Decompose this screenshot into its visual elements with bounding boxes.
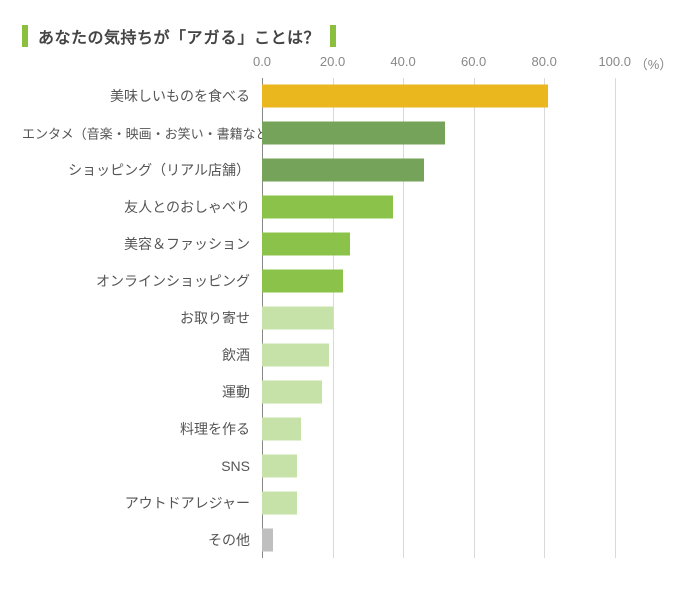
title-emph: アガる bbox=[187, 30, 238, 47]
title-row: あなたの気持ちが「アガる」ことは？ bbox=[22, 24, 650, 48]
bar-row: 友人とのおしゃべり bbox=[262, 189, 650, 225]
bar-label: エンタメ（音楽・映画・お笑い・書籍など） bbox=[22, 124, 262, 143]
bar-row: エンタメ（音楽・映画・お笑い・書籍など） bbox=[262, 115, 650, 151]
bar-row: お取り寄せ bbox=[262, 300, 650, 336]
chart-title: あなたの気持ちが「アガる」ことは？ bbox=[38, 24, 320, 48]
bar bbox=[262, 196, 393, 219]
bar-row: 美味しいものを食べる bbox=[262, 78, 650, 114]
bar bbox=[262, 529, 273, 552]
bar-label: 飲酒 bbox=[22, 345, 262, 365]
bar-label: アウトドアレジャー bbox=[22, 493, 262, 513]
bar-label: その他 bbox=[22, 530, 262, 550]
bar-row: 料理を作る bbox=[262, 411, 650, 447]
bar bbox=[262, 307, 333, 330]
x-axis-unit: （%） bbox=[635, 54, 673, 73]
bar-row: ショッピング（リアル店舗） bbox=[262, 152, 650, 188]
title-accent-bar-right bbox=[330, 25, 336, 47]
bar bbox=[262, 122, 445, 145]
bar bbox=[262, 270, 343, 293]
title-accent-bar-left bbox=[22, 25, 28, 47]
bar bbox=[262, 381, 322, 404]
bar-row: SNS bbox=[262, 448, 650, 484]
x-tick-label: 40.0 bbox=[390, 54, 415, 69]
bar bbox=[262, 455, 297, 478]
x-axis: 0.020.040.060.080.0100.0（%） bbox=[262, 54, 650, 78]
bar-row: その他 bbox=[262, 522, 650, 558]
bar bbox=[262, 344, 329, 367]
chart-card: あなたの気持ちが「アガる」ことは？ 0.020.040.060.080.0100… bbox=[0, 0, 680, 597]
title-prefix: あなたの気持ちが「 bbox=[38, 30, 187, 47]
bar-label: 美容＆ファッション bbox=[22, 234, 262, 254]
x-tick-label: 0.0 bbox=[253, 54, 271, 69]
bar-row: アウトドアレジャー bbox=[262, 485, 650, 521]
bar-label: お取り寄せ bbox=[22, 308, 262, 328]
x-tick-label: 20.0 bbox=[320, 54, 345, 69]
bar bbox=[262, 418, 301, 441]
plot-area: 0.020.040.060.080.0100.0（%） 美味しいものを食べるエン… bbox=[262, 78, 650, 558]
hbar-chart: 0.020.040.060.080.0100.0（%） 美味しいものを食べるエン… bbox=[22, 78, 650, 558]
bar-row: 飲酒 bbox=[262, 337, 650, 373]
bar-label: ショッピング（リアル店舗） bbox=[22, 160, 262, 180]
x-tick-label: 60.0 bbox=[461, 54, 486, 69]
bar bbox=[262, 233, 350, 256]
bar bbox=[262, 492, 297, 515]
bar-label: 友人とのおしゃべり bbox=[22, 197, 262, 217]
bar-label: 料理を作る bbox=[22, 419, 262, 439]
title-suffix: 」ことは？ bbox=[238, 30, 321, 47]
bar-rows: 美味しいものを食べるエンタメ（音楽・映画・お笑い・書籍など）ショッピング（リアル… bbox=[262, 78, 650, 558]
bar bbox=[262, 159, 424, 182]
bar-row: 運動 bbox=[262, 374, 650, 410]
x-tick-label: 80.0 bbox=[532, 54, 557, 69]
bar-label: オンラインショッピング bbox=[22, 271, 262, 291]
x-tick-label: 100.0 bbox=[598, 54, 631, 69]
bar-row: オンラインショッピング bbox=[262, 263, 650, 299]
bar-label: SNS bbox=[22, 458, 262, 474]
bar-label: 美味しいものを食べる bbox=[22, 86, 262, 106]
bar bbox=[262, 85, 548, 108]
bar-label: 運動 bbox=[22, 382, 262, 402]
bar-row: 美容＆ファッション bbox=[262, 226, 650, 262]
